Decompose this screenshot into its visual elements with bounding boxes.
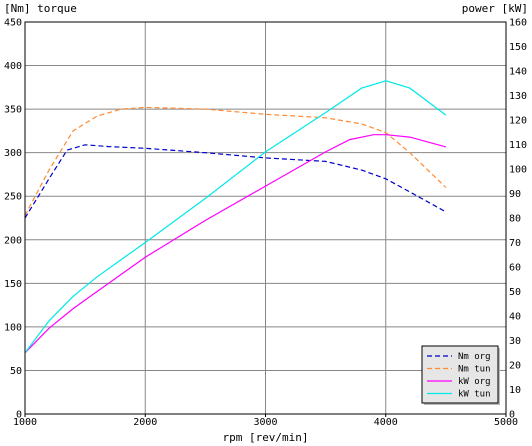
y-left-tick-label: 400	[4, 61, 22, 72]
y-right-tick-label: 60	[509, 263, 521, 274]
y-left-tick-label: 200	[4, 235, 22, 246]
y-right-tick-label: 90	[509, 189, 521, 200]
y-right-tick-label: 130	[509, 91, 527, 102]
y-left-tick-label: 0	[16, 410, 22, 421]
series-line-nm-org	[24, 144, 447, 219]
y-left-tick-label: 100	[4, 322, 22, 333]
y-right-tick-label: 120	[509, 116, 527, 127]
series-layer	[24, 80, 447, 354]
y-axis-left-title: [Nm] torque	[4, 2, 77, 15]
legend-label: kW tun	[458, 390, 491, 400]
y-left-tick-label: 150	[4, 279, 22, 290]
y-left-tick-label: 300	[4, 148, 22, 159]
series-line-kw-tun	[24, 80, 447, 354]
y-right-tick-label: 10	[509, 385, 521, 396]
y-left-tick-label: 250	[4, 192, 22, 203]
x-tick-label: 3000	[253, 417, 277, 428]
legend: Nm org Nm tun kW org kW tun	[421, 345, 500, 405]
y-right-tick-label: 40	[509, 312, 521, 323]
y-left-tick-label: 450	[4, 18, 22, 29]
y-right-tick-label: 70	[509, 238, 521, 249]
y-right-tick-label: 0	[509, 410, 515, 421]
legend-label: Nm org	[458, 352, 491, 362]
tick-labels: 1000 2000 3000 4000 500005010015020025030035…	[4, 18, 527, 429]
y-right-tick-label: 160	[509, 18, 527, 29]
x-tick-label: 1000	[13, 417, 37, 428]
y-axis-right-title: power [kW]	[462, 2, 528, 15]
x-tick-label: 2000	[133, 417, 157, 428]
y-left-tick-label: 350	[4, 105, 22, 116]
y-right-tick-label: 100	[509, 165, 527, 176]
y-right-tick-label: 50	[509, 287, 521, 298]
series-line-kw-org	[24, 134, 447, 354]
legend-label: kW org	[458, 377, 491, 387]
y-right-tick-label: 20	[509, 361, 521, 372]
x-tick-label: 4000	[374, 417, 398, 428]
legend-label: Nm tun	[458, 365, 491, 375]
y-right-tick-label: 30	[509, 336, 521, 347]
x-axis-title: rpm [rev/min]	[222, 431, 308, 444]
y-right-tick-label: 80	[509, 214, 521, 225]
y-right-tick-label: 110	[509, 140, 527, 151]
y-right-tick-label: 140	[509, 67, 527, 78]
grid	[25, 22, 506, 414]
y-left-tick-label: 50	[10, 366, 22, 377]
x-tick-label: 5000	[494, 417, 518, 428]
y-right-tick-label: 150	[509, 42, 527, 53]
series-line-nm-tun	[24, 106, 447, 216]
